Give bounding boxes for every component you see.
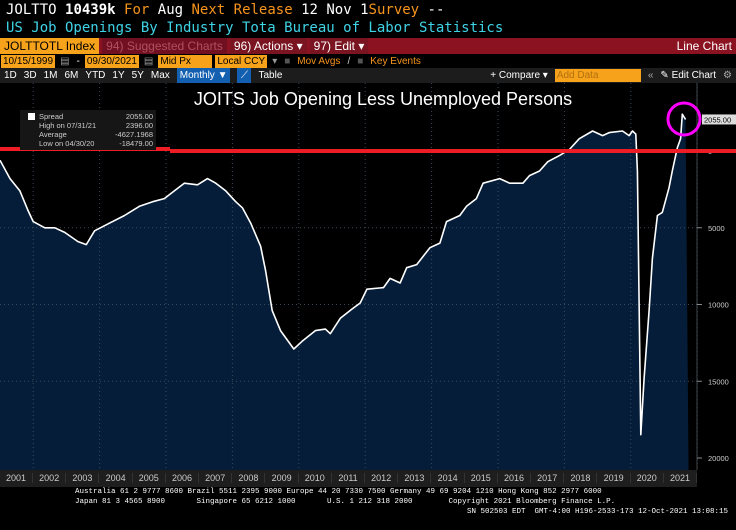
table-button[interactable]: Table xyxy=(258,70,283,81)
ticker: JOLTTO xyxy=(6,2,57,18)
y-tick-label: 20000 xyxy=(708,454,729,463)
series-swatch xyxy=(28,113,35,120)
legend-series-value: 2055.00 xyxy=(125,112,153,121)
footer-session: SN 502503 EDT GMT-4:00 H196-2533-173 12-… xyxy=(466,508,728,516)
legend-average-value: -4627.1968 xyxy=(115,130,153,139)
edit-chart-label: Edit Chart xyxy=(671,70,717,81)
period-ytd[interactable]: YTD xyxy=(85,70,106,81)
next-release-date: 12 Nov 1 xyxy=(301,2,369,18)
chart-title: JOITS Job Opening Less Unemployed Person… xyxy=(194,89,572,109)
key-events-label[interactable]: Key Events xyxy=(370,56,421,67)
edit-chart-button[interactable]: ✎ Edit Chart xyxy=(660,70,717,81)
x-tick-label: 2015 xyxy=(465,473,498,483)
x-tick-label: 2008 xyxy=(232,473,266,483)
period-max[interactable]: Max xyxy=(150,70,170,81)
x-tick-label: 2021 xyxy=(664,473,697,483)
legend-average-label: Average xyxy=(39,130,67,139)
toolbar: JOLTTOTL Index 94) Suggested Charts 96) … xyxy=(0,38,736,54)
last-value-box xyxy=(702,114,736,125)
start-date-input[interactable]: 10/15/1999 xyxy=(1,55,56,68)
end-date-input[interactable]: 09/30/2021 xyxy=(84,55,139,68)
x-tick-label: 2006 xyxy=(166,473,199,483)
survey-label: Survey xyxy=(368,2,420,18)
series-line xyxy=(0,113,687,436)
chart-legend: Spread 2055.00 High on 07/31/21 2396.00 Av… xyxy=(20,110,156,150)
currency-select[interactable]: Local CCY xyxy=(215,55,268,68)
x-tick-label: 2004 xyxy=(100,473,133,483)
security-field[interactable]: JOLTTOTL Index xyxy=(0,38,100,54)
footer: Australia 61 2 9777 8600 Brazil 5511 239… xyxy=(0,487,736,517)
line-chart-icon[interactable]: ⟋ xyxy=(237,68,252,83)
series-area xyxy=(0,114,689,470)
footer-contacts-1: Australia 61 2 9777 8600 Brazil 5511 239… xyxy=(75,488,602,496)
collapse-icon[interactable]: « xyxy=(647,70,654,81)
x-tick-label: 2005 xyxy=(133,473,166,483)
edit-menu[interactable]: 97) Edit ▾ xyxy=(309,38,369,54)
for-label: For xyxy=(124,2,150,18)
calendar-icon[interactable]: ▤ xyxy=(143,56,154,67)
range-bar: 10/15/1999 ▤ - 09/30/2021 ▤ Mid Px Local… xyxy=(0,55,736,68)
suggested-charts-button[interactable]: 94) Suggested Charts xyxy=(102,38,227,54)
security-header: JOLTTO 10439k For Aug Next Release 12 No… xyxy=(6,2,444,18)
period-6m[interactable]: 6M xyxy=(64,70,79,81)
x-tick-label: 2018 xyxy=(564,473,598,483)
x-tick-label: 2019 xyxy=(598,473,631,483)
period-1y[interactable]: 1Y xyxy=(112,70,125,81)
reference-line-right xyxy=(170,149,736,153)
x-tick-label: 2020 xyxy=(631,473,664,483)
x-tick-label: 2007 xyxy=(199,473,233,483)
period-3d[interactable]: 3D xyxy=(23,70,37,81)
key-events-checkbox[interactable]: ■ xyxy=(357,56,364,67)
price-select[interactable]: Mid Px xyxy=(158,55,213,68)
x-tick-label: 2012 xyxy=(365,473,399,483)
next-release-label: Next Release xyxy=(191,2,293,18)
period-bar: 1D 3D 1M 6M YTD 1Y 5Y Max Monthly ▼ ⟋ Ta… xyxy=(0,68,736,83)
chart-type-label: Line Chart xyxy=(676,39,732,53)
chevron-down-icon[interactable]: ▾ xyxy=(272,56,278,67)
period-5y[interactable]: 5Y xyxy=(131,70,144,81)
x-tick-label: 2014 xyxy=(432,473,465,483)
mov-avgs-label[interactable]: Mov Avgs xyxy=(297,56,341,67)
x-tick-label: 2009 xyxy=(266,473,299,483)
highlight-circle xyxy=(666,101,702,137)
compare-button[interactable]: + Compare ▾ xyxy=(490,70,548,81)
y-tick-label: 15000 xyxy=(708,377,729,386)
last-value: 10439k xyxy=(65,2,116,18)
actions-menu[interactable]: 96) Actions ▾ xyxy=(229,38,307,54)
frequency-select[interactable]: Monthly ▼ xyxy=(176,68,231,83)
gear-icon[interactable]: ⚙ xyxy=(723,70,732,81)
survey-value: -- xyxy=(427,2,445,18)
y-tick-label: 5000 xyxy=(708,224,725,233)
period-1m[interactable]: 1M xyxy=(43,70,58,81)
period-1d[interactable]: 1D xyxy=(4,70,17,81)
legend-high-value: 2396.00 xyxy=(125,121,153,130)
security-description: US Job Openings By Industry Tota Bureau … xyxy=(6,20,504,36)
add-data-input[interactable]: Add Data xyxy=(554,69,641,82)
x-tick-label: 2011 xyxy=(332,473,365,483)
footer-contacts-2: Japan 81 3 4565 8900 Singapore 65 6212 1… xyxy=(75,498,616,506)
x-tick-label: 2003 xyxy=(66,473,100,483)
x-axis: 2001 2002 2003 2004 2005 2006 2007 2008 2009 2010… xyxy=(0,470,697,487)
x-tick-label: 2010 xyxy=(299,473,332,483)
range-separator: - xyxy=(76,56,80,67)
legend-low-label: Low on 04/30/20 xyxy=(39,139,95,148)
x-tick-label: 2001 xyxy=(0,473,33,483)
legend-series-label: Spread xyxy=(39,112,64,121)
legend-high-label: High on 07/31/21 xyxy=(39,121,97,130)
pencil-icon[interactable]: / xyxy=(347,56,351,67)
calendar-icon[interactable]: ▤ xyxy=(60,56,70,67)
period: Aug xyxy=(157,2,184,18)
x-tick-label: 2013 xyxy=(398,473,432,483)
x-tick-label: 2017 xyxy=(531,473,565,483)
legend-low-value: -18479.00 xyxy=(119,139,153,148)
mov-avgs-checkbox[interactable]: ■ xyxy=(284,56,291,67)
last-value-label: 2055.00 xyxy=(704,115,731,124)
y-tick-label: 10000 xyxy=(708,301,729,310)
x-tick-label: 2002 xyxy=(33,473,67,483)
x-tick-label: 2016 xyxy=(498,473,531,483)
